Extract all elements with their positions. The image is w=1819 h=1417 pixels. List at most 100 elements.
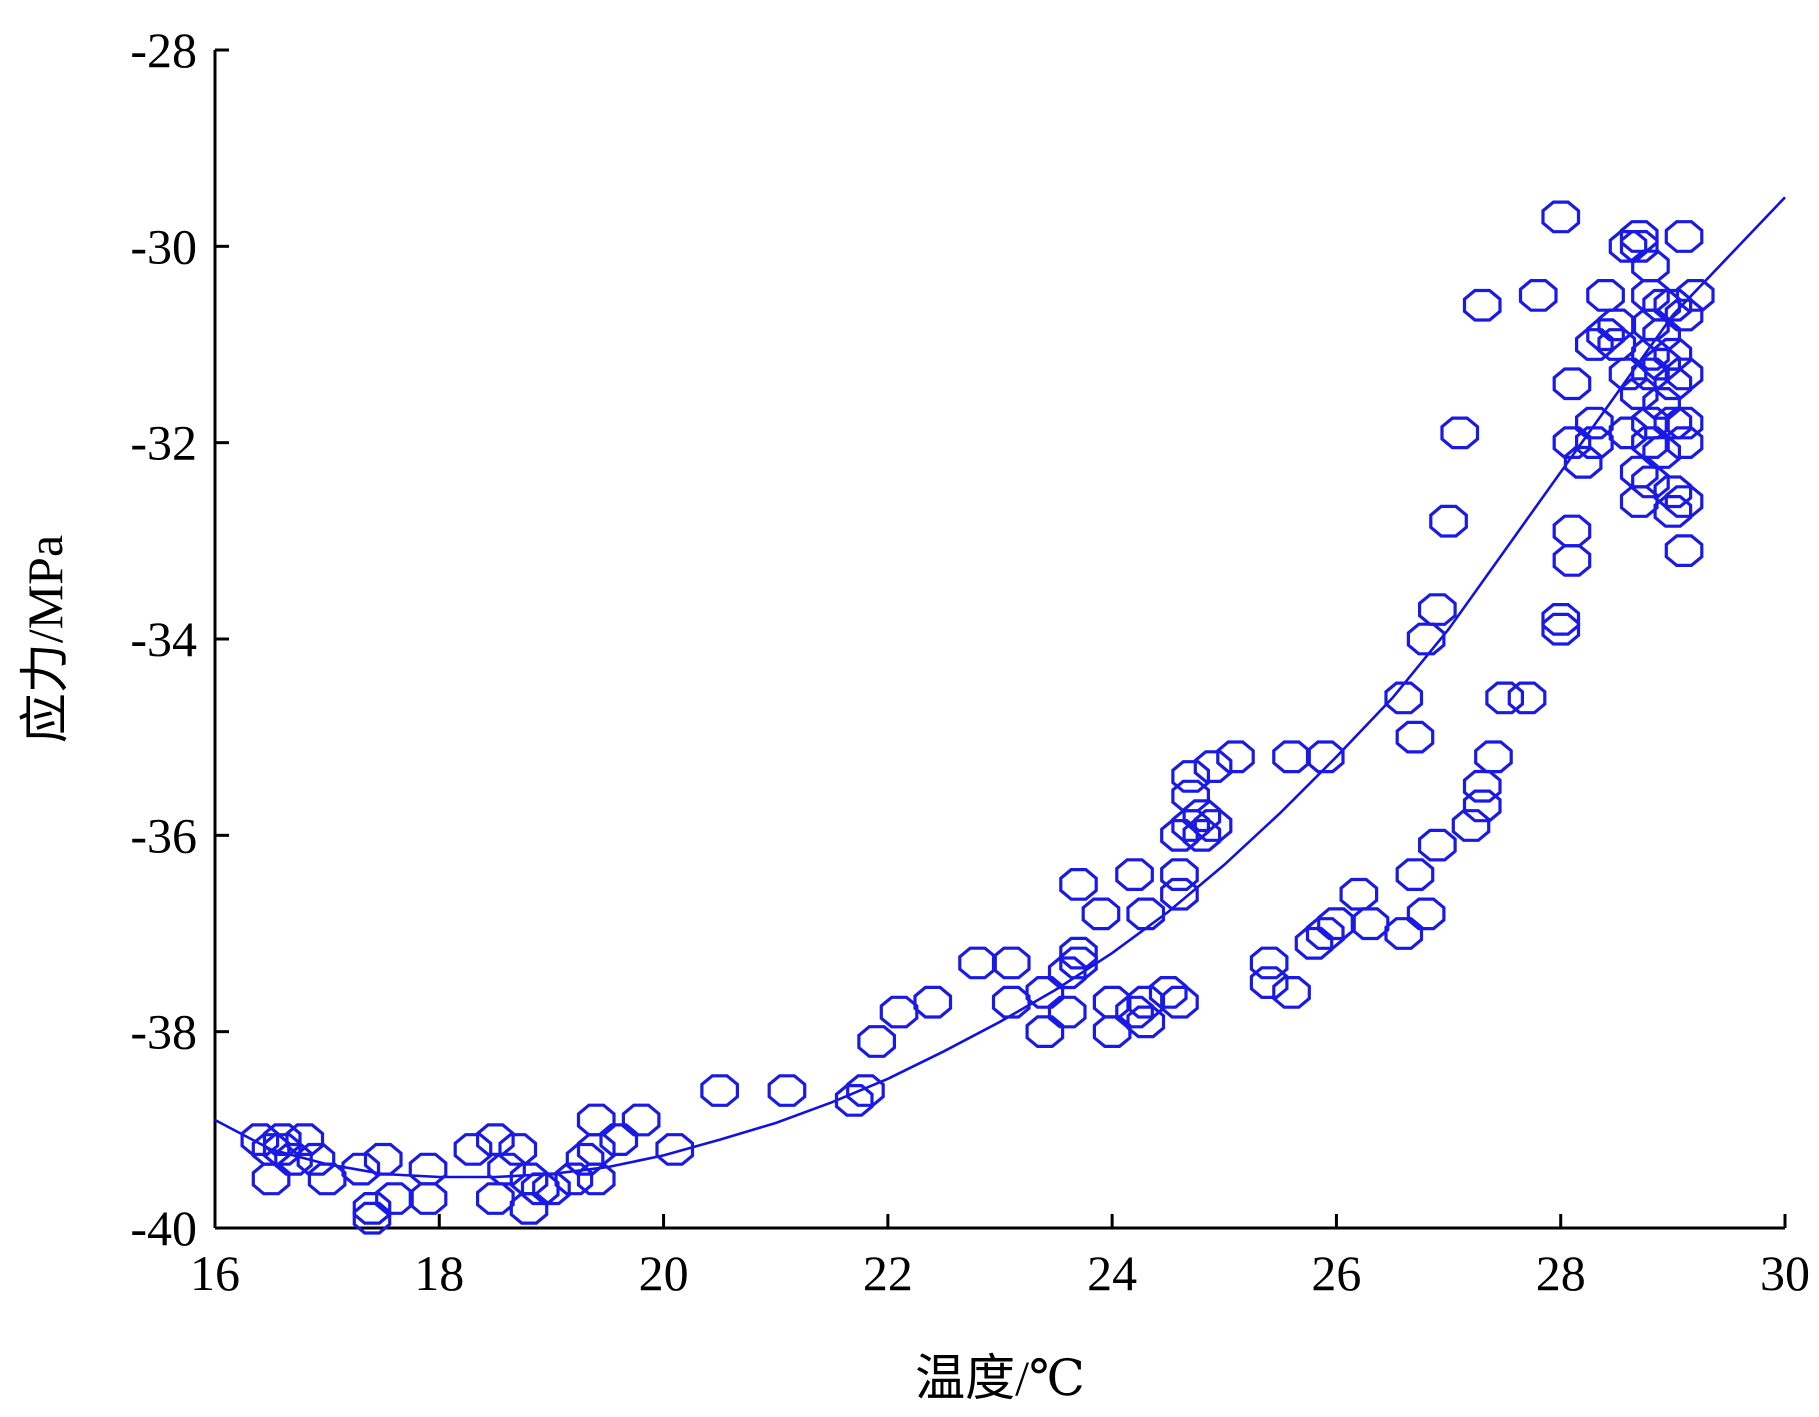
data-point <box>1485 681 1524 715</box>
x-tick-label: 30 <box>1760 1245 1810 1301</box>
data-point <box>1272 740 1311 774</box>
data-point <box>1429 504 1468 538</box>
data-point <box>1541 200 1581 234</box>
data-point <box>1160 985 1199 1019</box>
data-point <box>1395 858 1435 891</box>
data-point <box>1462 769 1502 803</box>
data-point <box>240 1123 280 1156</box>
data-point <box>857 1025 896 1058</box>
data-point <box>1664 485 1704 518</box>
data-point <box>1148 976 1188 1009</box>
data-point <box>1664 406 1704 440</box>
data-point <box>476 1182 515 1215</box>
data-point <box>1631 337 1670 371</box>
data-point <box>846 1074 885 1107</box>
data-point <box>1631 426 1670 459</box>
data-point <box>1081 897 1121 931</box>
data-point <box>1171 809 1210 842</box>
data-point <box>1350 907 1390 941</box>
data-point <box>700 1074 739 1107</box>
data-point <box>879 995 919 1029</box>
y-tick-label: -30 <box>130 218 197 274</box>
data-point <box>1642 387 1681 420</box>
y-tick-label: -28 <box>130 22 197 78</box>
x-axis-title: 温度/℃ <box>915 1350 1085 1406</box>
data-point <box>1675 279 1715 312</box>
data-point <box>1575 426 1614 459</box>
y-tick-label: -38 <box>130 1004 197 1060</box>
data-point <box>1631 465 1670 499</box>
data-point <box>576 1103 616 1137</box>
data-point <box>1552 367 1592 401</box>
data-point <box>1384 917 1424 950</box>
x-tick-label: 16 <box>190 1245 240 1301</box>
data-point <box>1597 308 1637 342</box>
data-point <box>1025 1015 1065 1048</box>
data-point <box>1586 318 1625 352</box>
data-point <box>1552 514 1592 548</box>
data-point <box>1664 534 1704 567</box>
data-point <box>1653 495 1693 528</box>
data-point <box>1440 416 1480 450</box>
data-point <box>1272 976 1311 1009</box>
data-point <box>1092 1015 1132 1048</box>
data-point <box>1115 858 1154 891</box>
data-point <box>1182 799 1222 833</box>
y-tick-label: -36 <box>130 807 197 863</box>
x-tick-label: 18 <box>414 1245 464 1301</box>
data-point <box>1608 357 1648 391</box>
data-point <box>1619 485 1659 518</box>
data-point <box>1518 279 1558 312</box>
data-point <box>1294 926 1334 960</box>
data-point <box>1339 877 1379 911</box>
y-tick-label: -40 <box>130 1200 197 1256</box>
data-point <box>1575 328 1614 361</box>
data-points <box>240 200 1715 1235</box>
data-point <box>1406 897 1446 931</box>
data-point <box>1047 956 1087 990</box>
data-point <box>453 1133 493 1166</box>
x-tick-label: 20 <box>639 1245 689 1301</box>
fit-curve <box>214 196 1786 1179</box>
data-point <box>341 1152 381 1186</box>
data-point <box>1653 475 1693 509</box>
data-point <box>1126 985 1166 1019</box>
data-point <box>576 1162 616 1196</box>
data-point <box>1541 612 1581 646</box>
data-point <box>1653 367 1693 401</box>
data-point <box>352 1192 392 1225</box>
data-point <box>1552 426 1592 459</box>
data-point <box>767 1074 807 1107</box>
data-point <box>1664 220 1704 253</box>
data-point <box>251 1162 291 1196</box>
data-point <box>1193 809 1233 842</box>
data-point <box>1451 809 1491 842</box>
y-tick-label: -34 <box>130 611 197 667</box>
data-point <box>655 1133 695 1166</box>
x-tick-label: 22 <box>863 1245 913 1301</box>
data-point <box>1317 907 1356 941</box>
data-point <box>1092 985 1132 1019</box>
data-point <box>991 946 1031 980</box>
data-point <box>1619 377 1659 410</box>
data-point <box>565 1142 605 1176</box>
data-point <box>487 1152 526 1186</box>
data-point <box>498 1133 538 1166</box>
x-tick-label: 24 <box>1087 1245 1137 1301</box>
data-point <box>363 1142 403 1176</box>
data-point <box>1462 789 1502 823</box>
data-point <box>296 1142 336 1176</box>
data-point <box>1182 819 1222 852</box>
data-point <box>1474 740 1513 774</box>
data-point <box>1507 681 1547 715</box>
x-tick-label: 26 <box>1311 1245 1361 1301</box>
data-point <box>958 946 997 980</box>
data-point <box>599 1123 639 1156</box>
data-point <box>1653 288 1693 322</box>
data-point <box>1171 760 1210 793</box>
data-point <box>1249 966 1289 999</box>
data-point <box>1305 917 1345 950</box>
data-point <box>913 985 953 1019</box>
data-point <box>1664 357 1704 391</box>
